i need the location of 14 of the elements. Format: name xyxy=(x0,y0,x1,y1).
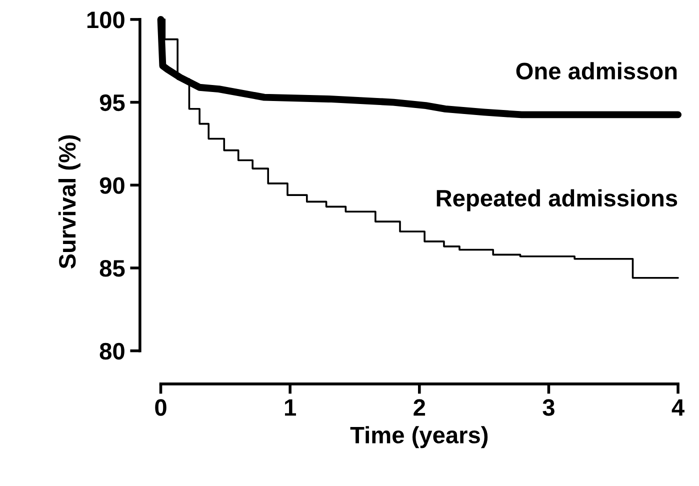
y-tick-label: 90 xyxy=(100,177,124,194)
x-tick-label: 4 xyxy=(672,399,684,416)
y-tick-label: 100 xyxy=(87,12,124,28)
x-tick-label: 0 xyxy=(155,399,166,416)
x-tick-label: 2 xyxy=(414,399,426,416)
y-tick-label: 85 xyxy=(100,260,125,277)
series-label: Repeated admissions xyxy=(436,189,678,212)
x-tick-label: 3 xyxy=(542,399,554,416)
x-tick-label: 1 xyxy=(285,399,296,416)
y-tick-label: 80 xyxy=(100,342,124,360)
y-tick-label: 95 xyxy=(100,94,125,112)
x-axis-title: Time (years) xyxy=(350,426,488,448)
series-label: One admisson xyxy=(516,62,677,80)
y-axis-title: Survival (%) xyxy=(58,135,80,269)
